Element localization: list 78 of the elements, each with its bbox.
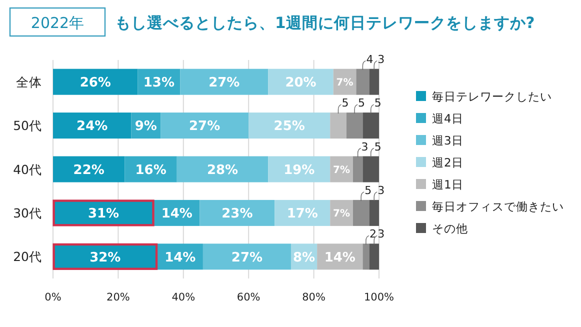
bar: [356, 68, 370, 95]
y-tick-label: 20代: [13, 249, 42, 264]
x-tick-label: 40%: [172, 292, 196, 304]
data-label: 25%: [274, 119, 305, 134]
chart-subtitle: 2022年: [30, 14, 84, 32]
data-label: 5: [358, 96, 366, 110]
legend-label: 週1日: [432, 178, 464, 192]
bar: [268, 68, 334, 95]
bar: [369, 200, 379, 226]
bar: [53, 156, 125, 182]
data-label: 7%: [333, 208, 350, 220]
bar: [274, 200, 330, 226]
data-label: 17%: [286, 206, 318, 222]
data-label: 5: [374, 140, 382, 154]
x-tick-label: 20%: [106, 292, 130, 304]
bar: [362, 244, 370, 270]
data-label: 5: [374, 96, 382, 110]
x-tick-label: 0%: [44, 292, 62, 304]
data-label: 14%: [324, 250, 356, 266]
data-label: 27%: [231, 250, 263, 266]
legend-label: 週4日: [432, 112, 464, 126]
legend-label: 週3日: [432, 134, 464, 148]
data-label: 4: [366, 52, 374, 66]
legend-label: 毎日オフィスで働きたい: [432, 200, 564, 214]
data-label: 32%: [90, 250, 121, 266]
data-label: 8%: [292, 250, 316, 266]
data-label: 5: [364, 184, 372, 197]
y-tick-label: 50代: [13, 118, 42, 134]
bar: [200, 200, 275, 226]
bar: [362, 156, 379, 182]
bar: [53, 112, 132, 139]
bar: [362, 112, 379, 139]
data-label: 26%: [80, 76, 111, 91]
data-label: 3: [378, 52, 385, 66]
x-tick-label: 100%: [364, 292, 394, 304]
y-tick-label: 40代: [13, 162, 42, 177]
data-label: 13%: [143, 76, 175, 91]
legend-label: 週2日: [432, 156, 464, 170]
data-label: 28%: [206, 162, 238, 178]
data-label: 3: [378, 184, 385, 197]
data-label: 7%: [336, 77, 354, 88]
legend-label: その他: [432, 222, 468, 236]
bar: [53, 68, 138, 95]
data-label: 24%: [76, 119, 108, 134]
bar: [352, 156, 363, 182]
data-label: 3: [378, 228, 385, 241]
bar: [248, 112, 330, 139]
legend-label: 毎日テレワークしたい: [432, 90, 552, 104]
data-label: 9%: [134, 119, 157, 134]
data-label: 23%: [222, 206, 253, 222]
data-label: 14%: [164, 250, 196, 266]
x-tick-label: 80%: [302, 292, 326, 304]
bar: [180, 68, 268, 95]
data-label: 2: [369, 228, 376, 241]
data-label: 5: [342, 96, 349, 110]
data-label: 14%: [161, 206, 192, 222]
bar: [346, 112, 363, 139]
y-tick-label: 30代: [13, 205, 42, 220]
bar: [352, 200, 370, 226]
bar: [330, 112, 346, 139]
x-tick-label: 60%: [236, 292, 260, 304]
data-label: 31%: [88, 206, 120, 222]
data-label: 27%: [189, 119, 220, 134]
data-label: 22%: [73, 162, 104, 178]
data-label: 3: [361, 140, 368, 154]
data-label: 7%: [333, 164, 350, 176]
bar: [268, 156, 330, 182]
bar: [369, 68, 379, 95]
chart-title: もし選べるとしたら、1週間に何日テレワークをしますか?: [115, 14, 535, 32]
bar: [369, 244, 379, 270]
bar: [202, 244, 291, 270]
bar: [160, 112, 249, 139]
data-label: 19%: [284, 162, 315, 178]
data-label: 20%: [285, 76, 316, 91]
y-tick-label: 全体: [16, 74, 42, 90]
bar: [176, 156, 268, 182]
data-label: 16%: [135, 162, 166, 178]
data-label: 27%: [208, 76, 240, 91]
